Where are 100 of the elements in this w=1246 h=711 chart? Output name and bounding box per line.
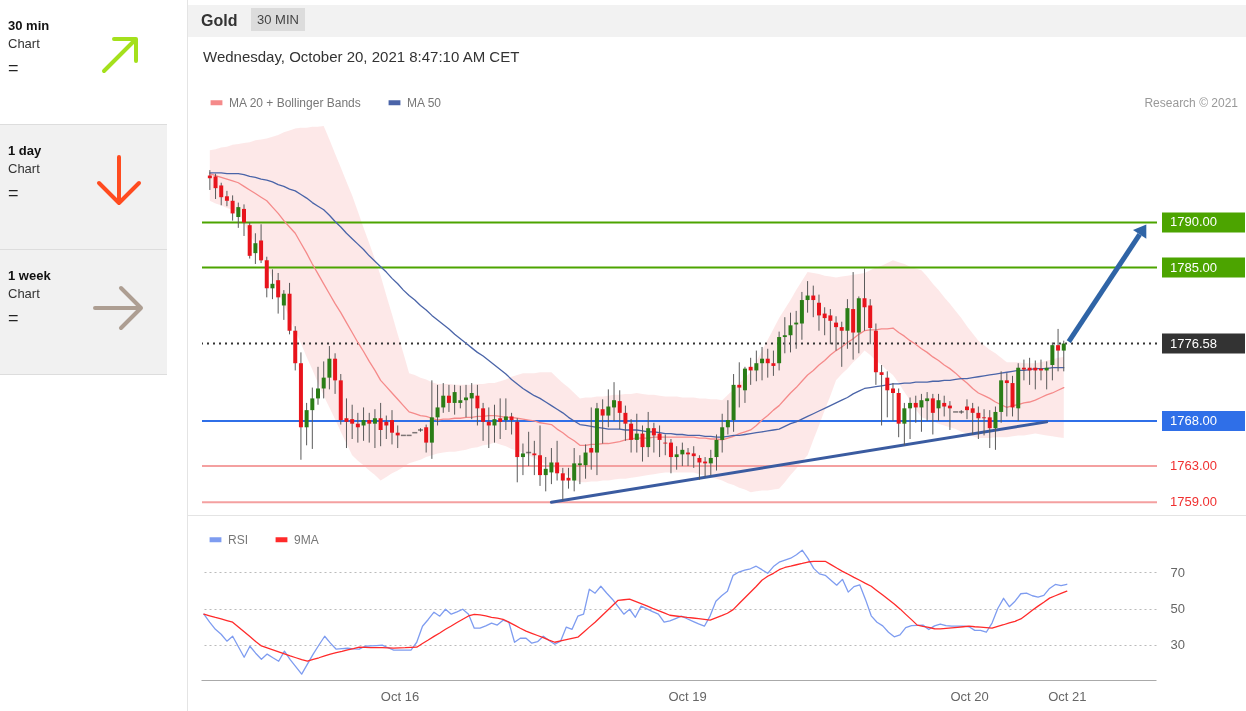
candlestick xyxy=(890,382,895,422)
candlestick xyxy=(851,271,856,361)
candlestick xyxy=(970,402,975,435)
x-tick-label: Oct 19 xyxy=(668,688,707,704)
candlestick xyxy=(1061,340,1066,372)
legend-label: 9MA xyxy=(294,532,319,547)
candlestick xyxy=(668,438,673,474)
text: 1 day xyxy=(8,143,42,158)
ref-line-label: 1763.00 xyxy=(1170,458,1217,474)
ref-line-label: 1759.00 xyxy=(1170,494,1217,510)
candlestick xyxy=(976,406,981,440)
candlestick xyxy=(987,409,992,449)
candlestick xyxy=(253,232,258,265)
candlestick xyxy=(475,384,480,426)
x-tick-label: Oct 21 xyxy=(1048,688,1087,704)
candlestick xyxy=(242,203,246,237)
line-series xyxy=(203,549,1068,675)
candlestick xyxy=(919,393,924,433)
candlestick xyxy=(481,402,486,442)
candlestick xyxy=(532,440,537,476)
candlestick xyxy=(492,404,497,444)
ref-line-label: 1768.00 xyxy=(1170,412,1217,428)
candlestick xyxy=(612,381,617,422)
candlestick xyxy=(725,399,730,435)
candlestick xyxy=(600,398,605,445)
ref-line-label: 1790.00 xyxy=(1170,214,1217,230)
candlestick xyxy=(737,361,742,408)
candlestick xyxy=(788,312,793,353)
text: 30 MIN xyxy=(251,8,305,31)
candlestick xyxy=(754,350,759,382)
candlestick xyxy=(583,443,588,480)
candlestick xyxy=(555,440,560,482)
candlestick xyxy=(908,397,913,440)
candlestick xyxy=(367,412,372,444)
candlestick xyxy=(606,388,611,428)
candlestick xyxy=(646,411,651,458)
candlestick xyxy=(509,412,514,435)
text: Chart xyxy=(8,286,40,301)
candlestick xyxy=(572,447,577,492)
candlestick xyxy=(714,434,719,472)
candlestick xyxy=(224,190,229,207)
candlestick xyxy=(538,424,543,487)
candlestick xyxy=(520,443,525,476)
candlestick xyxy=(424,424,429,454)
candlestick xyxy=(316,366,321,406)
chart-subtitle: Wednesday, October 20, 2021 8:47:10 AM CET xyxy=(203,48,520,65)
candlestick xyxy=(936,393,941,422)
text: Chart xyxy=(8,161,40,176)
candlestick xyxy=(372,408,377,449)
candlestick xyxy=(640,424,645,463)
ref-line-label: 1776.58 xyxy=(1170,335,1217,351)
candlestick xyxy=(629,418,634,454)
candlestick xyxy=(771,350,776,377)
candlestick xyxy=(885,370,890,418)
candlestick xyxy=(310,387,315,450)
candlestick xyxy=(879,364,884,426)
candlestick xyxy=(930,393,935,435)
candlestick xyxy=(720,413,725,454)
candlestick xyxy=(236,202,241,229)
candlestick xyxy=(1050,341,1055,381)
candlestick xyxy=(651,422,656,454)
candlestick xyxy=(742,366,747,404)
candlestick xyxy=(577,454,582,485)
candlestick xyxy=(281,289,286,321)
candlestick xyxy=(816,294,821,332)
candlestick xyxy=(259,223,264,264)
legend-label: MA 20 + Bollinger Bands xyxy=(229,95,361,110)
candlestick xyxy=(350,404,355,440)
candlestick xyxy=(230,194,235,222)
ref-line-label: 1785.00 xyxy=(1170,259,1217,275)
candlestick xyxy=(902,402,907,446)
candlestick xyxy=(623,405,628,442)
candlestick xyxy=(617,389,622,430)
candlestick xyxy=(276,272,281,315)
candlestick xyxy=(361,406,366,442)
text: = xyxy=(8,308,19,329)
y-tick-label: 30 xyxy=(1170,637,1185,653)
candlestick xyxy=(304,402,309,446)
candlestick xyxy=(799,291,804,341)
candlestick xyxy=(845,298,850,350)
candlestick xyxy=(839,321,844,368)
candlestick xyxy=(634,413,639,454)
x-tick-label: Oct 16 xyxy=(380,688,420,704)
candlestick xyxy=(708,449,713,476)
y-tick-label: 50 xyxy=(1170,601,1185,617)
y-tick-label: 70 xyxy=(1170,564,1185,580)
chart-title: Gold xyxy=(201,12,238,30)
candlestick xyxy=(589,406,594,471)
candlestick xyxy=(1021,359,1026,381)
candlestick xyxy=(1004,372,1009,417)
line-series xyxy=(203,560,1068,662)
candlestick xyxy=(390,409,395,445)
candlestick xyxy=(663,434,668,456)
candlestick xyxy=(925,391,930,422)
candlestick xyxy=(674,445,679,471)
candlestick xyxy=(321,360,326,399)
candlestick xyxy=(691,445,696,469)
legend-label: MA 50 xyxy=(407,95,442,110)
candlestick xyxy=(498,397,503,440)
text: Chart xyxy=(8,36,40,51)
